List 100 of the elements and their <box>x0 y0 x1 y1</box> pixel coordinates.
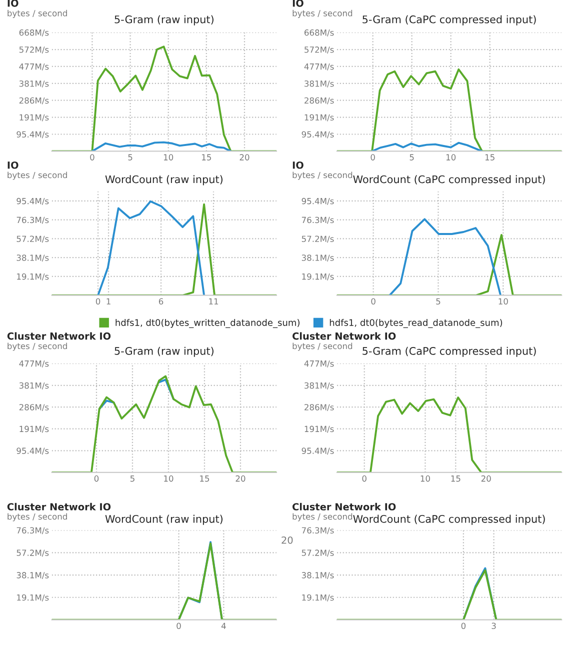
y-axis-title: bytes / second <box>8 172 67 180</box>
y-axis-title: bytes / second <box>292 513 352 522</box>
y-tick-label: 286M/s <box>19 97 49 104</box>
y-tick-label: 76.3M/s <box>16 216 49 224</box>
y-tick-label: 668M/s <box>19 29 49 36</box>
line-series <box>91 141 232 152</box>
y-tick-label: 76.3M/s <box>302 527 334 534</box>
x-tick-label: 0 <box>461 622 466 630</box>
x-tick-label: 0 <box>362 475 366 482</box>
chart-subtitle: 5-Gram (CaPC compressed input) <box>362 346 536 357</box>
x-tick-label: 15 <box>451 476 460 482</box>
chart-title: Cluster Network IO <box>7 332 111 340</box>
line-series <box>336 396 562 472</box>
x-tick-label: 10 <box>164 475 174 482</box>
chart-title: Cluster Network IO <box>292 502 396 510</box>
y-tick-label: 191M/s <box>20 426 49 433</box>
y-axis-title: bytes / second <box>292 172 352 180</box>
y-tick-label: 191M/s <box>304 426 334 433</box>
x-tick-label: 0 <box>371 298 376 305</box>
x-tick-label: 10 <box>164 154 174 160</box>
x-tick-label: 5 <box>410 154 414 160</box>
chart-title: Cluster Network IO <box>7 502 111 510</box>
chart-title: Cluster Network IO <box>292 332 396 340</box>
y-axis-title: bytes / second <box>8 513 67 522</box>
y-tick-label: 381M/s <box>304 382 334 390</box>
y-tick-label: 76.3M/s <box>302 216 334 224</box>
y-tick-label: 286M/s <box>19 404 49 412</box>
legend-label: hdfs1, dt0(bytes_written_datanode_sum) <box>116 318 300 328</box>
y-tick-label: 95.4M/s <box>302 131 334 138</box>
y-tick-label: 95.4M/s <box>16 131 49 138</box>
x-tick-label: 6 <box>158 298 164 305</box>
y-tick-label: 95.4M/s <box>16 448 49 455</box>
y-tick-label: 95.4M/s <box>16 198 49 205</box>
y-tick-label: 191M/s <box>20 114 49 122</box>
x-tick-label: 0 <box>176 622 181 630</box>
y-tick-label: 95.4M/s <box>302 448 334 455</box>
y-tick-label: 572M/s <box>19 46 49 54</box>
x-tick-label: 10 <box>446 154 456 160</box>
x-tick-label: 0 <box>94 475 99 482</box>
chart-subtitle: 5-Gram (CaPC compressed input) <box>362 15 536 26</box>
y-tick-label: 19.1M/s <box>302 273 334 280</box>
y-tick-label: 38.1M/s <box>16 254 49 262</box>
y-tick-label: 668M/s <box>304 29 334 36</box>
y-axis-title: bytes / second <box>8 342 67 351</box>
y-axis-title: bytes / second <box>292 342 352 351</box>
x-tick-label: 1 <box>106 298 110 304</box>
y-tick-label: 76.3M/s <box>16 527 49 534</box>
y-tick-label: 572M/s <box>304 46 334 54</box>
x-tick-label: 20 <box>481 475 491 482</box>
x-tick-label: 15 <box>200 476 210 482</box>
chart-subtitle: WordCount (CaPC compressed input) <box>353 175 545 186</box>
x-tick-label: 15 <box>202 154 211 160</box>
chart-subtitle: WordCount (raw input) <box>105 175 222 186</box>
line-series <box>97 200 206 296</box>
chart-subtitle: WordCount (CaPC compressed input) <box>353 514 545 525</box>
text: 20 <box>282 536 293 544</box>
y-tick-label: 477M/s <box>19 360 49 368</box>
line-series <box>388 218 502 296</box>
y-tick-label: 477M/s <box>19 64 49 70</box>
y-tick-label: 381M/s <box>19 80 49 88</box>
x-tick-label: 5 <box>436 298 440 305</box>
x-tick-label: 10 <box>420 475 430 482</box>
chart-title: IO <box>292 161 304 169</box>
x-tick-label: 11 <box>209 298 218 304</box>
x-tick-label: 3 <box>492 622 496 630</box>
y-tick-label: 19.1M/s <box>302 594 334 602</box>
chart-title: IO <box>8 161 18 169</box>
y-axis-title: bytes / second <box>8 10 67 18</box>
y-tick-label: 95.4M/s <box>302 198 334 205</box>
y-tick-label: 191M/s <box>304 114 334 122</box>
x-tick-label: 5 <box>128 154 132 160</box>
legend-label: hdfs1, dt0(bytes_read_datanode_sum) <box>330 318 502 328</box>
x-tick-label: 0 <box>96 298 100 305</box>
x-tick-label: 10 <box>498 298 508 305</box>
y-tick-label: 381M/s <box>304 80 334 88</box>
chart-subtitle: WordCount (raw input) <box>105 514 222 525</box>
y-tick-label: 38.1M/s <box>302 572 334 580</box>
x-tick-label: 20 <box>240 154 250 160</box>
y-tick-label: 19.1M/s <box>17 273 49 280</box>
line-series <box>52 375 276 472</box>
y-axis-title: bytes / second <box>292 10 352 18</box>
x-tick-label: 15 <box>485 154 494 160</box>
y-tick-label: 477M/s <box>304 360 334 368</box>
y-tick-label: 57.2M/s <box>16 550 49 557</box>
y-tick-label: 38.1M/s <box>16 572 49 580</box>
line-series <box>371 142 484 152</box>
line-series <box>52 46 276 152</box>
y-tick-label: 477M/s <box>304 64 334 70</box>
x-tick-label: 0 <box>370 154 375 160</box>
y-tick-label: 381M/s <box>19 382 49 390</box>
x-tick-label: 20 <box>236 475 246 482</box>
x-tick-label: 0 <box>90 154 94 160</box>
x-tick-label: 4 <box>221 622 226 629</box>
line-series <box>336 68 562 152</box>
y-tick-label: 57.2M/s <box>16 236 49 243</box>
y-tick-label: 286M/s <box>304 97 334 104</box>
y-tick-label: 286M/s <box>304 404 334 412</box>
chart-subtitle: 5-Gram (raw input) <box>114 346 214 357</box>
y-tick-label: 57.2M/s <box>302 550 334 557</box>
y-tick-label: 38.1M/s <box>302 254 334 262</box>
